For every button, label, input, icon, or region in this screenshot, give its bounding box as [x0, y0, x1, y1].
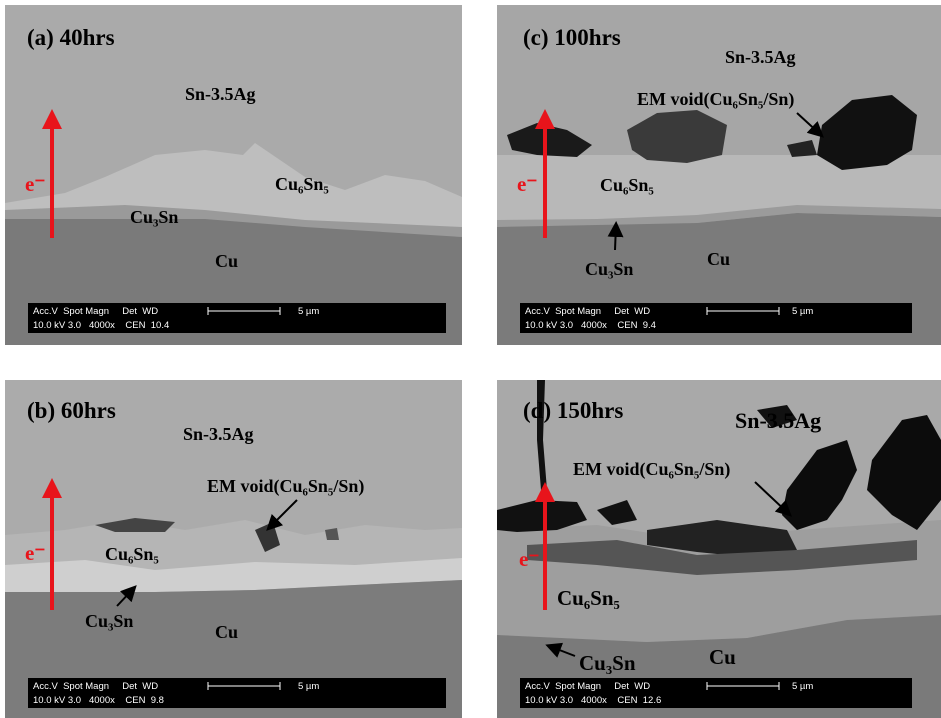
annotation: Cu	[707, 249, 730, 269]
annotation: EM void(Cu₆Sn₅/Sn)	[637, 89, 794, 110]
scale-label: 5 µm	[298, 306, 319, 317]
annotation: Sn-3.5Ag	[725, 47, 796, 67]
electron-label: e⁻	[25, 172, 45, 196]
annotation: Cu₃Sn	[130, 207, 178, 227]
scale-label: 5 µm	[792, 681, 813, 692]
body: Acc.V Spot Magn Det WD 10.0 kV 3.0 4000x…	[0, 0, 941, 718]
electron-label: e⁻	[25, 541, 45, 565]
annotation: Sn-3.5Ag	[185, 84, 256, 104]
annotation: Cu₆Sn₅	[275, 174, 329, 194]
databar-header: Acc.V Spot Magn Det WD	[525, 681, 650, 692]
panel-c: Acc.V Spot Magn Det WD 10.0 kV 3.0 4000x…	[497, 5, 941, 345]
panel-d: Acc.V Spot Magn Det WD 10.0 kV 3.0 4000x…	[497, 380, 941, 718]
panel-a: Acc.V Spot Magn Det WD 10.0 kV 3.0 4000x…	[5, 5, 462, 345]
annotation: Cu₆Sn₅	[557, 586, 620, 610]
panel-label: (c) 100hrs	[523, 25, 621, 50]
scale-label: 5 µm	[298, 681, 319, 692]
electron-label: e⁻	[517, 172, 537, 196]
databar-values: 10.0 kV 3.0 4000x CEN 9.8	[33, 695, 164, 706]
electron-label: e⁻	[519, 547, 539, 571]
annotation: EM void(Cu₆Sn₅/Sn)	[573, 459, 730, 480]
annotation: Cu	[215, 251, 238, 271]
panel-label: (d) 150hrs	[523, 398, 623, 423]
annotation: Cu₃Sn	[585, 259, 633, 279]
databar-values: 10.0 kV 3.0 4000x CEN 12.6	[525, 695, 661, 706]
annotation: Sn-3.5Ag	[183, 424, 254, 444]
annotation: Cu	[215, 622, 238, 642]
annotation: Cu₃Sn	[85, 611, 133, 631]
annotation: Cu₆Sn₅	[105, 544, 159, 564]
annotation: Cu	[709, 645, 736, 669]
annotation: Cu₆Sn₅	[600, 175, 654, 195]
panel-b: Acc.V Spot Magn Det WD 10.0 kV 3.0 4000x…	[5, 380, 462, 718]
databar-header: Acc.V Spot Magn Det WD	[33, 681, 158, 692]
scale-label: 5 µm	[792, 306, 813, 317]
figure: Acc.V Spot Magn Det WD 10.0 kV 3.0 4000x…	[0, 0, 941, 718]
void	[325, 528, 339, 540]
databar-values: 10.0 kV 3.0 4000x CEN 10.4	[33, 320, 169, 331]
annotation: EM void(Cu₆Sn₅/Sn)	[207, 476, 364, 497]
databar-header: Acc.V Spot Magn Det WD	[33, 306, 158, 317]
callout-arrow	[615, 225, 616, 250]
annotation: Sn-3.5Ag	[735, 408, 821, 433]
databar-values: 10.0 kV 3.0 4000x CEN 9.4	[525, 320, 656, 331]
annotation: Cu₃Sn	[579, 651, 636, 675]
page: {"panels": [ {"label": "(a) 40hrs", "ann…	[0, 0, 941, 718]
panel-label: (a) 40hrs	[27, 25, 115, 50]
panel-label: (b) 60hrs	[27, 398, 116, 423]
databar-header: Acc.V Spot Magn Det WD	[525, 306, 650, 317]
